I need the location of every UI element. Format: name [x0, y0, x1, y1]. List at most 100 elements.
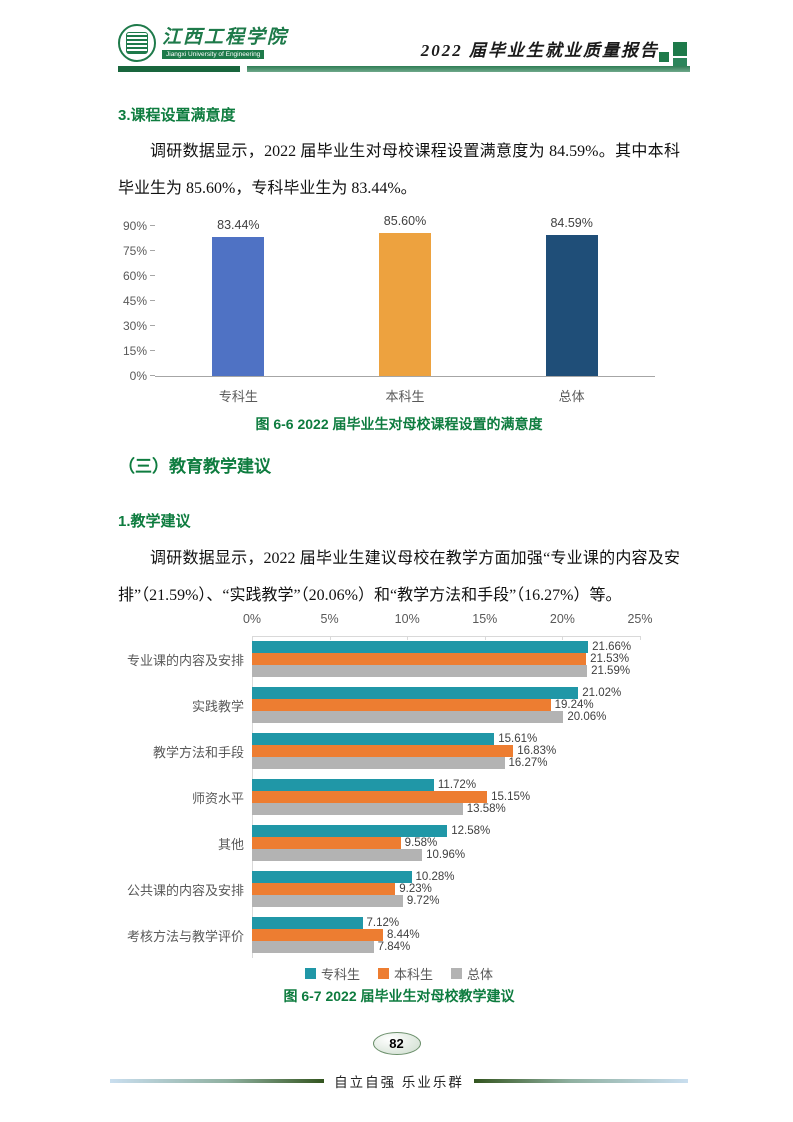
x-tick-label: 5%	[320, 612, 339, 626]
y-tick-label: 0%	[129, 369, 147, 383]
bar	[252, 641, 589, 653]
bar	[212, 236, 265, 376]
bar	[252, 849, 423, 861]
bar-column: 83.44%	[155, 218, 322, 376]
heading-teaching-suggestions: 1.教学建议	[118, 513, 191, 530]
category-label: 教学方法和手段	[152, 744, 244, 760]
bar-group: 专业课的内容及安排 21.66% 21.53% 21.59%	[118, 636, 680, 682]
y-tick-mark	[150, 300, 155, 301]
legend-swatch	[377, 968, 389, 979]
footer-rule-left	[110, 1079, 325, 1083]
bar	[379, 233, 431, 376]
x-tick-mark	[562, 636, 564, 640]
bar-row: 12.58%	[252, 825, 680, 837]
bar	[252, 711, 564, 723]
bar-group: 考核方法与教学评价 7.12% 8.44% 7.84%	[118, 912, 680, 958]
bar-row: 11.72%	[252, 779, 680, 791]
bar	[252, 837, 401, 849]
y-tick-label: 60%	[122, 269, 147, 283]
bar-value-label: 16.27%	[508, 757, 548, 769]
university-name-cn: 江西工程学院	[162, 26, 289, 48]
bar-group-bars: 10.28% 9.23% 9.72%	[252, 871, 680, 907]
heading-course-satisfaction: 3.课程设置满意度	[118, 107, 236, 124]
legend-label: 总体	[467, 967, 494, 982]
bar-value-label: 9.72%	[406, 895, 440, 907]
footer-motto: 自立自强 乐业乐群	[334, 1075, 464, 1090]
bar-group: 其他 12.58% 9.58% 10.96%	[118, 820, 680, 866]
category-label: 总体	[558, 389, 585, 404]
bar-column: 84.59%	[488, 216, 655, 376]
legend-item: 专科生	[304, 964, 360, 983]
bar-group-bars: 21.02% 19.24% 20.06%	[252, 687, 680, 723]
category-label: 师资水平	[191, 790, 244, 806]
y-tick-mark	[150, 275, 155, 276]
bar-value-label: 11.72%	[437, 779, 477, 791]
bar-row: 19.24%	[252, 699, 680, 711]
bar	[252, 733, 495, 745]
y-tick-mark	[150, 375, 155, 376]
bar-value-label: 15.15%	[491, 791, 531, 803]
category-label: 其他	[217, 836, 244, 852]
bar-value-label: 85.60%	[383, 214, 427, 229]
bar	[252, 895, 403, 907]
bar-value-label: 19.24%	[554, 699, 594, 711]
category-label: 本科生	[385, 389, 425, 404]
y-tick-label: 75%	[122, 244, 147, 258]
header-rule-light	[247, 66, 690, 72]
chart2-plot: 专业课的内容及安排 21.66% 21.53% 21.59% 实践教学 21.02% 19.…	[118, 636, 680, 958]
category-label: 实践教学	[191, 698, 244, 714]
bar-row: 16.27%	[252, 757, 680, 769]
bar	[252, 757, 505, 769]
bar-value-label: 10.28%	[415, 871, 455, 883]
bar-row: 9.72%	[252, 895, 680, 907]
bar-value-label: 21.59%	[591, 665, 631, 677]
legend-label: 专科生	[320, 967, 360, 982]
legend-swatch	[304, 968, 316, 979]
bar-value-label: 21.02%	[582, 687, 622, 699]
x-tick-mark	[252, 636, 253, 640]
decor-square-icon	[659, 52, 669, 62]
bar-row: 9.23%	[252, 883, 680, 895]
bar-value-label: 13.58%	[466, 803, 506, 815]
paragraph-teaching-suggestions: 调研数据显示，2022 届毕业生建议母校在教学方面加强“专业课的内容及安排”（2…	[118, 550, 680, 604]
bar-row: 21.53%	[252, 653, 680, 665]
bar-row: 9.58%	[252, 837, 680, 849]
bar-value-label: 20.06%	[567, 711, 607, 723]
bar-row: 16.83%	[252, 745, 680, 757]
report-title: 2022 届毕业生就业质量报告	[420, 41, 659, 60]
x-tick-label: 10%	[394, 612, 420, 626]
category-label: 专业课的内容及安排	[126, 652, 244, 668]
heading-teaching-suggestions-section: （三）教育教学建议	[118, 457, 271, 476]
bar-group-bars: 15.61% 16.83% 16.27%	[252, 733, 680, 769]
bar-row: 10.96%	[252, 849, 680, 861]
bar	[252, 917, 363, 929]
legend-item: 总体	[451, 964, 493, 983]
bar-group-bars: 11.72% 15.15% 13.58%	[252, 779, 680, 815]
x-tick-label: 0%	[242, 612, 262, 626]
legend-item: 本科生	[377, 964, 433, 983]
bar-row: 13.58%	[252, 803, 680, 815]
bar-value-label: 7.84%	[377, 941, 411, 953]
footer-rule-right	[473, 1079, 689, 1083]
y-tick-label: 45%	[122, 294, 147, 308]
bar	[252, 871, 412, 883]
bar-value-label: 10.96%	[426, 849, 466, 861]
y-tick-mark	[150, 250, 155, 251]
bar	[252, 883, 396, 895]
bar-value-label: 21.66%	[592, 641, 632, 653]
bar-group-bars: 21.66% 21.53% 21.59%	[252, 641, 680, 677]
chart1-categories: 专科生 本科生 总体	[155, 386, 655, 405]
bar-group: 师资水平 11.72% 15.15% 13.58%	[118, 774, 680, 820]
y-tick-mark	[150, 350, 155, 351]
bar-group-bars: 12.58% 9.58% 10.96%	[252, 825, 680, 861]
bar-row: 10.28%	[252, 871, 680, 883]
chart2-axis-line	[252, 636, 641, 637]
chart1-yaxis: 0% 15% 30% 45% 60% 75% 90%	[118, 219, 155, 383]
decor-square-icon	[673, 42, 687, 56]
x-tick-mark	[484, 636, 486, 640]
bar-row: 7.12%	[252, 917, 680, 929]
bar-group-bars: 7.12% 8.44% 7.84%	[252, 917, 680, 953]
bar-value-label: 9.23%	[399, 883, 432, 895]
chart1-plot: 83.44% 85.60% 84.59%	[155, 214, 655, 377]
